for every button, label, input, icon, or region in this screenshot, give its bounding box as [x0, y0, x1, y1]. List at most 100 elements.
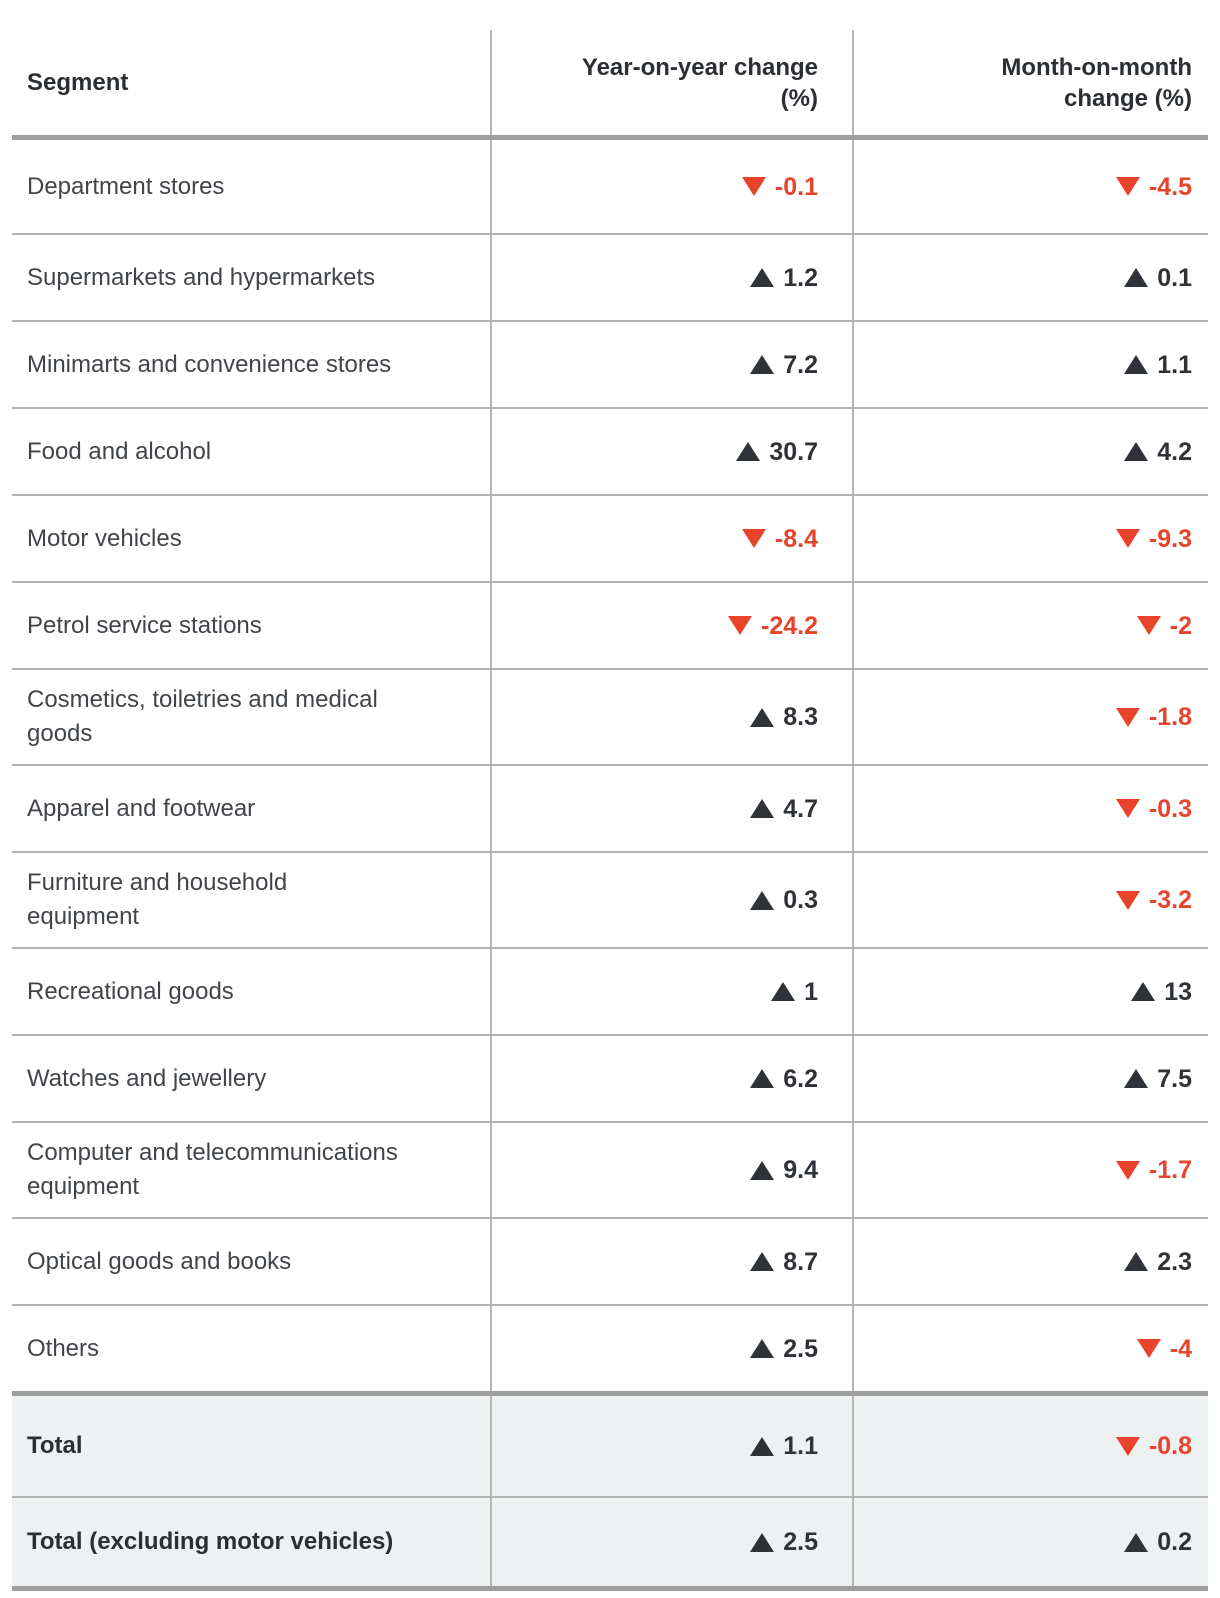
segment-cell: Total	[12, 1396, 490, 1496]
change-value: -4	[1169, 1334, 1192, 1363]
change-direction-icon	[1124, 268, 1149, 287]
yoy-cell: 2.5	[490, 1498, 852, 1586]
yoy-change: 6.2	[750, 1064, 818, 1094]
table-row: Optical goods and books 8.7 2.3	[12, 1217, 1208, 1304]
change-value: 2.5	[783, 1334, 818, 1363]
segment-cell: Watches and jewellery	[12, 1036, 490, 1121]
change-direction-icon	[750, 1160, 775, 1180]
change-value: -9.3	[1148, 524, 1192, 553]
table-body: Department stores -0.1 -4.5 Supermarkets…	[12, 140, 1208, 1391]
mom-cell: -4	[852, 1306, 1208, 1391]
segment-cell: Apparel and footwear	[12, 766, 490, 851]
yoy-cell: 8.7	[490, 1219, 852, 1304]
table-row: Computer and telecommunications equipmen…	[12, 1121, 1208, 1217]
change-direction-icon	[1124, 1252, 1149, 1271]
change-direction-icon	[1115, 799, 1140, 818]
change-direction-icon	[1124, 442, 1149, 461]
column-header-label-line2: (%)	[780, 84, 818, 112]
mom-cell: -2	[852, 583, 1208, 668]
change-direction-icon	[750, 799, 775, 818]
yoy-cell: 4.7	[490, 766, 852, 851]
yoy-cell: -24.2	[490, 583, 852, 668]
change-value: 9.4	[783, 1156, 818, 1184]
mom-change: -2	[1136, 611, 1192, 641]
change-value: 0.2	[1157, 1528, 1192, 1556]
table-row: Food and alcohol 30.7 4.2	[12, 407, 1208, 494]
change-value: 6.2	[783, 1064, 818, 1093]
mom-change: -3.2	[1115, 885, 1192, 915]
change-direction-icon	[750, 1252, 775, 1271]
segment-label: Minimarts and convenience stores	[27, 350, 392, 378]
segment-label-line2: goods	[27, 720, 93, 747]
total-label: Total	[27, 1432, 83, 1459]
segment-cell: Food and alcohol	[12, 409, 490, 494]
change-direction-icon	[1136, 1339, 1161, 1358]
yoy-change: -0.1	[741, 172, 818, 202]
table-row: Furniture and household equipment 0.3 -3…	[12, 851, 1208, 947]
mom-cell: 4.2	[852, 409, 1208, 494]
yoy-change: 4.7	[750, 794, 818, 824]
table-row: Motor vehicles -8.4 -9.3	[12, 494, 1208, 581]
change-direction-icon	[750, 268, 775, 287]
segment-cell: Motor vehicles	[12, 496, 490, 581]
column-header-label-line2: change (%)	[1063, 84, 1192, 112]
yoy-cell: 1.1	[490, 1396, 852, 1496]
change-value: 8.7	[783, 1247, 818, 1276]
segment-label: Supermarkets and hypermarkets	[27, 263, 376, 291]
yoy-change: 8.3	[750, 702, 818, 732]
table-row: Apparel and footwear 4.7 -0.3	[12, 764, 1208, 851]
change-direction-icon	[750, 1436, 775, 1456]
mom-cell: 0.2	[852, 1498, 1208, 1586]
change-direction-icon	[736, 442, 761, 461]
segment-cell: Recreational goods	[12, 949, 490, 1034]
change-direction-icon	[1124, 355, 1149, 374]
change-value: -4.5	[1148, 172, 1192, 201]
segment-label: Others	[27, 1334, 100, 1362]
yoy-change: 9.4	[750, 1155, 818, 1185]
change-direction-icon	[1115, 890, 1140, 910]
column-header-label: Year-on-year change	[581, 53, 818, 81]
yoy-cell: 8.3	[490, 670, 852, 764]
change-value: -1.8	[1148, 703, 1192, 731]
table-row: Minimarts and convenience stores 7.2 1.1	[12, 320, 1208, 407]
change-direction-icon	[728, 616, 753, 635]
change-value: -0.3	[1148, 794, 1192, 823]
mom-change: -4.5	[1115, 172, 1192, 202]
mom-cell: 2.3	[852, 1219, 1208, 1304]
yoy-change: 1.1	[750, 1431, 818, 1461]
segment-label: Petrol service stations	[27, 611, 262, 639]
change-value: -0.1	[774, 172, 818, 201]
mom-cell: -0.3	[852, 766, 1208, 851]
change-value: 1	[804, 977, 818, 1006]
change-value: 1.1	[783, 1432, 818, 1460]
change-value: 2.5	[783, 1528, 818, 1556]
segment-cell: Department stores	[12, 140, 490, 233]
change-direction-icon	[1115, 707, 1140, 727]
change-direction-icon	[750, 890, 775, 910]
mom-cell: 1.1	[852, 322, 1208, 407]
segment-label: Optical goods and books	[27, 1247, 292, 1275]
yoy-change: 1	[771, 977, 818, 1007]
change-direction-icon	[741, 529, 766, 548]
segment-cell: Furniture and household equipment	[12, 853, 490, 947]
segment-label: Motor vehicles	[27, 524, 182, 552]
yoy-change: 2.5	[750, 1527, 818, 1557]
mom-change: -1.7	[1115, 1155, 1192, 1185]
yoy-cell: 30.7	[490, 409, 852, 494]
mom-change: 7.5	[1124, 1064, 1192, 1094]
mom-change: 4.2	[1124, 437, 1192, 467]
change-value: 7.5	[1157, 1064, 1192, 1093]
mom-cell: -1.7	[852, 1123, 1208, 1217]
mom-change: 1.1	[1124, 350, 1192, 380]
segment-label: Apparel and footwear	[27, 794, 256, 822]
segments-change-table: Segment Year-on-year change (%) Month-on…	[12, 30, 1208, 1591]
change-direction-icon	[1115, 1160, 1140, 1180]
mom-cell: -3.2	[852, 853, 1208, 947]
change-direction-icon	[741, 177, 766, 196]
segment-cell: Total (excluding motor vehicles)	[12, 1498, 490, 1586]
change-value: 1.2	[783, 263, 818, 292]
mom-change: -4	[1136, 1334, 1192, 1364]
table-row: Others 2.5 -4	[12, 1304, 1208, 1391]
yoy-change: 0.3	[750, 885, 818, 915]
change-direction-icon	[1131, 982, 1156, 1001]
